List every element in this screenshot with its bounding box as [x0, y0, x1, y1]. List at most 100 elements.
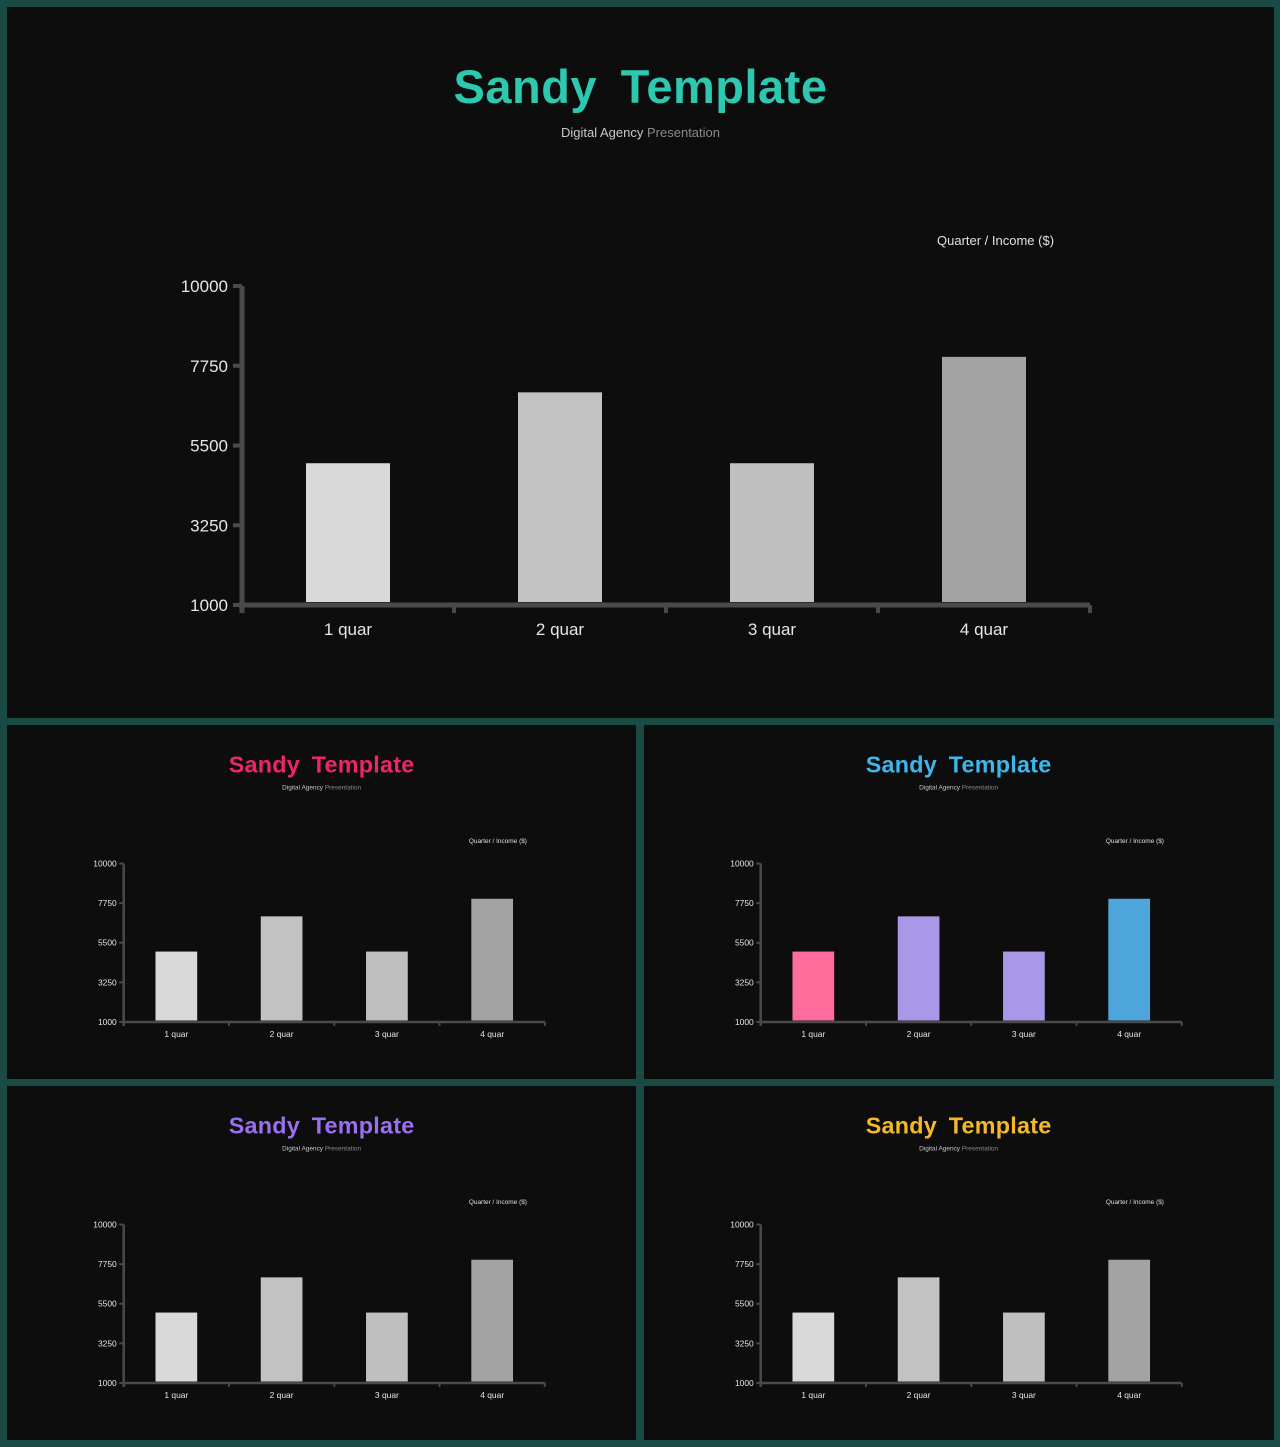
slide-title: Sandy Template: [453, 60, 828, 113]
x-tick-label: 4 quar: [480, 1029, 504, 1039]
y-tick-label: 3250: [98, 1338, 117, 1348]
x-tick-label: 4 quar: [480, 1390, 504, 1400]
y-tick-label: 1000: [98, 1378, 117, 1388]
y-tick-label: 5500: [98, 938, 117, 948]
bar-chart: 1000 3250 5500 7750 10000 1 quar 2 quar 3 quar 4…: [93, 859, 546, 1039]
y-tick-label: 7750: [190, 357, 228, 376]
x-tick-label: 3 quar: [1012, 1029, 1036, 1039]
x-tick-label: 3 quar: [375, 1390, 399, 1400]
y-tick-label: 5500: [98, 1299, 117, 1309]
bar-1: [155, 951, 198, 1021]
y-tick-label: 10000: [93, 859, 117, 869]
bar-4: [1108, 1259, 1151, 1382]
subtitle-secondary: Presentation: [961, 1144, 999, 1153]
y-tick-label: 5500: [735, 938, 754, 948]
bar-2: [260, 1277, 303, 1382]
x-tick-label: 1 quar: [801, 1390, 825, 1400]
y-tick-label: 7750: [735, 898, 754, 908]
x-tick-label: 1 quar: [164, 1029, 188, 1039]
bar-3: [366, 1312, 408, 1382]
bar-chart: 1000 3250 5500 7750 10000 1 quar 2 quar 3 quar 4…: [93, 1220, 546, 1400]
x-tick-label: 1 quar: [324, 620, 373, 639]
bar-3: [366, 951, 408, 1021]
chart-legend: Quarter / Income ($): [468, 1198, 527, 1206]
slide-content: Sandy Template Digital Agency Presentatio…: [644, 725, 1273, 1078]
x-tick-label: 3 quar: [1012, 1390, 1036, 1400]
x-tick-label: 2 quar: [907, 1390, 931, 1400]
subtitle-primary: Digital Agency: [919, 1144, 961, 1153]
x-tick-label: 3 quar: [375, 1029, 399, 1039]
slide-title: Sandy Template: [228, 1112, 415, 1139]
chart-legend: Quarter / Income ($): [1105, 1198, 1164, 1206]
slide-subtitle: Digital Agency Presentation: [7, 125, 1274, 140]
bar-1: [306, 463, 390, 602]
y-tick-label: 3250: [735, 977, 754, 987]
bar-chart: 1000 3250 5500 7750 10000 1 quar 2 quar 3 quar 4…: [730, 859, 1183, 1039]
bar-chart: 1000 3250 5500 7750 10000 1 quar 2 quar 3 quar 4…: [181, 277, 1092, 639]
slide-yellow: Sandy Template Digital Agency Presentatio…: [644, 1086, 1274, 1440]
y-tick-label: 5500: [735, 1299, 754, 1309]
slide-title: Sandy Template: [228, 751, 415, 778]
bar-2: [897, 916, 940, 1021]
slide-subtitle: Digital Agency Presentation: [7, 1145, 636, 1152]
y-tick-label: 10000: [730, 859, 754, 869]
y-tick-label: 1000: [190, 596, 228, 615]
x-tick-label: 2 quar: [907, 1029, 931, 1039]
slide-blue: Sandy Template Digital Agency Presentatio…: [644, 725, 1274, 1079]
bar-4: [471, 898, 514, 1021]
bar-4: [942, 356, 1026, 602]
slide-subtitle: Digital Agency Presentation: [7, 784, 636, 791]
y-tick-label: 7750: [735, 1259, 754, 1269]
slide-subtitle: Digital Agency Presentation: [644, 784, 1273, 791]
bar-2: [518, 392, 602, 602]
y-tick-label: 10000: [93, 1220, 117, 1230]
subtitle-secondary: Presentation: [324, 783, 362, 792]
x-tick-label: 2 quar: [270, 1029, 294, 1039]
x-tick-label: 4 quar: [1117, 1390, 1141, 1400]
y-tick-label: 7750: [98, 1259, 117, 1269]
x-tick-label: 1 quar: [164, 1390, 188, 1400]
slide-subtitle: Digital Agency Presentation: [644, 1145, 1273, 1152]
chart-legend: Quarter / Income ($): [937, 233, 1055, 248]
y-tick-label: 3250: [98, 977, 117, 987]
bar-2: [897, 1277, 940, 1382]
subtitle-primary: Digital Agency: [560, 125, 644, 140]
slide-title: Sandy Template: [865, 751, 1052, 778]
slide-pink: Sandy Template Digital Agency Presentatio…: [7, 725, 636, 1079]
slide-content: Sandy Template Digital Agency Presentatio…: [7, 7, 1274, 718]
y-tick-label: 3250: [190, 516, 228, 535]
bar-1: [155, 1312, 198, 1382]
bar-chart: 1000 3250 5500 7750 10000 1 quar 2 quar 3 quar 4…: [730, 1220, 1183, 1400]
slide-content: Sandy Template Digital Agency Presentatio…: [644, 1086, 1273, 1439]
subtitle-primary: Digital Agency: [282, 783, 324, 792]
bar-4: [471, 1259, 514, 1382]
x-tick-label: 2 quar: [270, 1390, 294, 1400]
x-tick-label: 3 quar: [748, 620, 797, 639]
bar-3: [1003, 1312, 1045, 1382]
subtitle-secondary: Presentation: [647, 125, 720, 140]
bar-1: [792, 1312, 835, 1382]
subtitle-primary: Digital Agency: [282, 1144, 324, 1153]
subtitle-primary: Digital Agency: [919, 783, 961, 792]
slide-content: Sandy Template Digital Agency Presentatio…: [7, 725, 636, 1078]
y-tick-label: 5500: [190, 437, 228, 456]
bar-1: [792, 951, 835, 1021]
x-tick-label: 1 quar: [801, 1029, 825, 1039]
bar-3: [730, 463, 814, 602]
x-tick-label: 4 quar: [1117, 1029, 1141, 1039]
slide-content: Sandy Template Digital Agency Presentatio…: [7, 1086, 636, 1439]
y-tick-label: 10000: [730, 1220, 754, 1230]
chart-legend: Quarter / Income ($): [468, 837, 527, 845]
slide-purple: Sandy Template Digital Agency Presentatio…: [7, 1086, 636, 1440]
x-tick-label: 2 quar: [536, 620, 585, 639]
y-tick-label: 1000: [735, 1017, 754, 1027]
bar-3: [1003, 951, 1045, 1021]
slide-large: Sandy Template Digital Agency Presentatio…: [7, 7, 1274, 718]
chart-legend: Quarter / Income ($): [1105, 837, 1164, 845]
y-tick-label: 10000: [181, 277, 228, 296]
slide-title: Sandy Template: [865, 1112, 1052, 1139]
bar-2: [260, 916, 303, 1021]
subtitle-secondary: Presentation: [961, 783, 999, 792]
y-tick-label: 7750: [98, 898, 117, 908]
x-tick-label: 4 quar: [960, 620, 1009, 639]
